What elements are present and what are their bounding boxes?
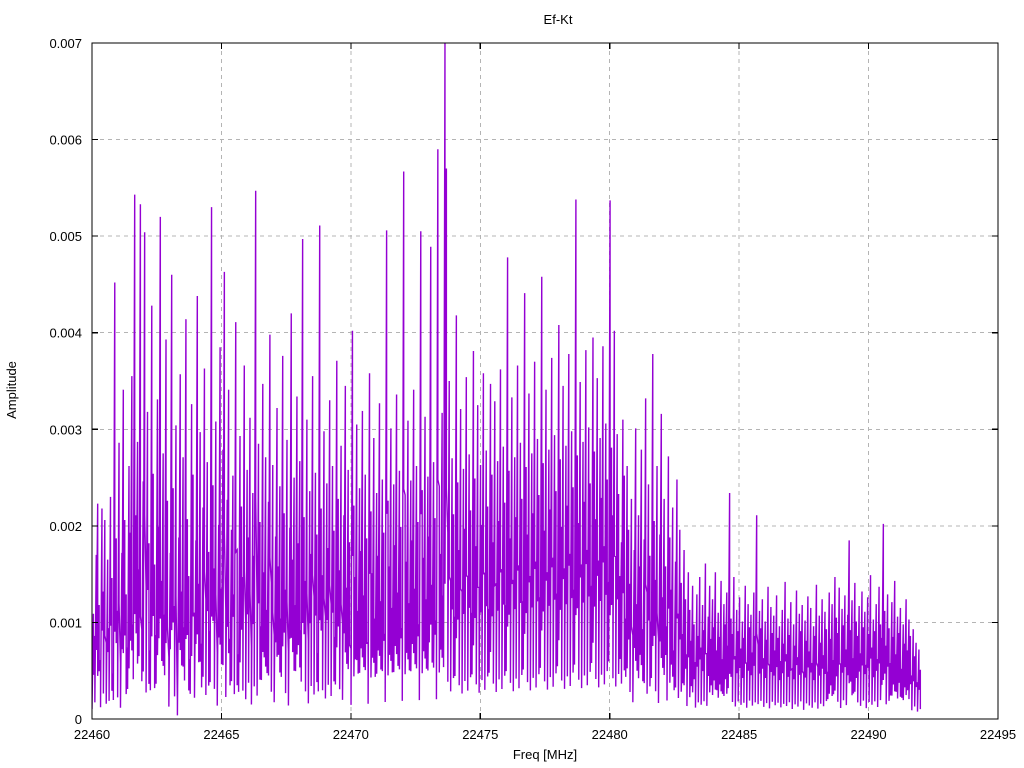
data-trace <box>92 43 922 716</box>
x-tick-label: 22490 <box>850 727 886 742</box>
y-tick-labels: 0 0.001 0.002 0.003 0.004 0.005 0.006 0.007 <box>49 36 82 727</box>
y-tick-label: 0.001 <box>49 615 82 630</box>
y-tick-label: 0.003 <box>49 422 82 437</box>
spectrum-line <box>92 43 922 716</box>
x-tick-label: 22485 <box>721 727 757 742</box>
y-tick-label: 0.005 <box>49 229 82 244</box>
y-axis-label: Amplitude <box>4 361 19 419</box>
y-tick-label: 0.006 <box>49 133 82 148</box>
x-tick-label: 22470 <box>333 727 369 742</box>
x-tick-label: 22465 <box>203 727 239 742</box>
y-tick-label: 0 <box>75 712 82 727</box>
y-tick-label: 0.004 <box>49 326 82 341</box>
x-tick-label: 22475 <box>462 727 498 742</box>
x-axis-label: Freq [MHz] <box>513 747 577 762</box>
y-tick-label: 0.002 <box>49 519 82 534</box>
page-title: Ef-Kt <box>544 12 573 27</box>
x-tick-label: 22495 <box>980 727 1016 742</box>
x-tick-label: 22460 <box>74 727 110 742</box>
plot-border <box>91 42 999 720</box>
y-tick-label: 0.007 <box>49 36 82 51</box>
axis-ticks <box>91 42 999 720</box>
x-tick-labels: 22460 22465 22470 22475 22480 22485 22490 22495 <box>74 727 1016 742</box>
x-tick-label: 22480 <box>592 727 628 742</box>
